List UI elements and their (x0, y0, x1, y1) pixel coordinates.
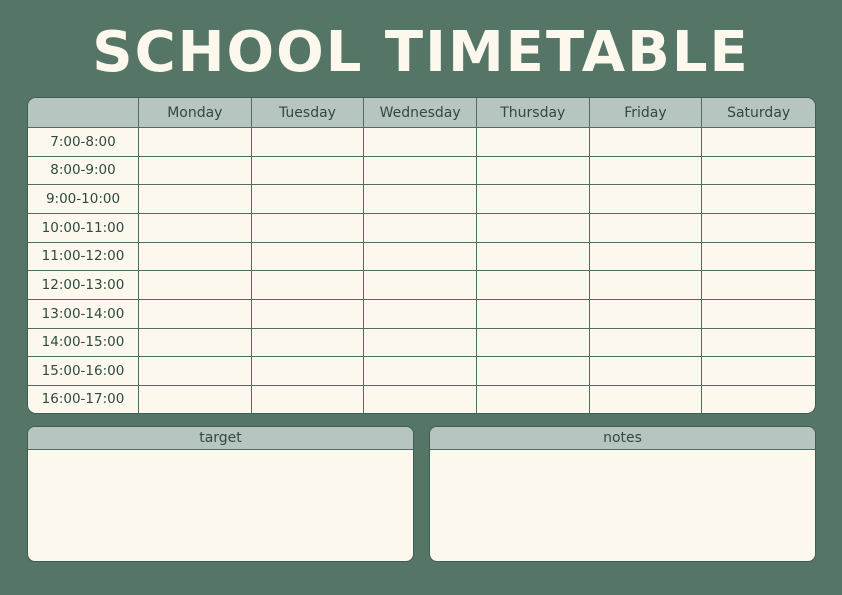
cell-thursday[interactable] (476, 271, 590, 300)
cell-tuesday[interactable] (251, 357, 365, 386)
cell-wednesday[interactable] (364, 328, 477, 358)
cell-wednesday[interactable] (364, 128, 477, 157)
table-row: 15:00-16:00 (28, 357, 815, 386)
time-slot: 13:00-14:00 (28, 299, 139, 329)
table-row: 9:00-10:00 (28, 185, 815, 214)
time-slot: 14:00-15:00 (28, 328, 139, 358)
cell-tuesday[interactable] (251, 271, 365, 300)
cell-monday[interactable] (139, 242, 252, 272)
time-slot: 15:00-16:00 (28, 357, 139, 386)
cell-tuesday[interactable] (251, 156, 365, 186)
page-title: SCHOOL TIMETABLE (92, 20, 750, 85)
day-header-monday: Monday (139, 98, 252, 128)
table-row: 16:00-17:00 (28, 385, 815, 413)
cell-saturday[interactable] (702, 300, 815, 329)
cell-thursday[interactable] (476, 299, 590, 329)
cell-monday[interactable] (139, 185, 252, 214)
cell-wednesday[interactable] (364, 357, 477, 386)
notes-panel: notes (429, 426, 816, 562)
cell-monday[interactable] (139, 328, 252, 358)
table-row: 10:00-11:00 (28, 213, 815, 243)
time-slot: 7:00-8:00 (28, 128, 139, 157)
cell-tuesday[interactable] (251, 328, 365, 358)
notes-header: notes (430, 427, 815, 450)
cell-thursday[interactable] (476, 357, 590, 386)
cell-tuesday[interactable] (251, 185, 365, 214)
cell-friday[interactable] (589, 299, 703, 329)
table-row: 14:00-15:00 (28, 328, 815, 358)
cell-saturday[interactable] (702, 329, 815, 358)
cell-monday[interactable] (139, 156, 252, 186)
cell-wednesday[interactable] (364, 185, 477, 214)
day-header-tuesday: Tuesday (251, 98, 365, 128)
cell-monday[interactable] (139, 213, 252, 243)
cell-thursday[interactable] (476, 328, 590, 358)
header-row: Monday Tuesday Wednesday Thursday Friday Satu… (28, 98, 815, 128)
time-slot: 12:00-13:00 (28, 271, 139, 300)
table-row: 11:00-12:00 (28, 242, 815, 272)
cell-wednesday[interactable] (364, 213, 477, 243)
day-header-thursday: Thursday (476, 98, 590, 128)
cell-wednesday[interactable] (364, 299, 477, 329)
cell-saturday[interactable] (702, 386, 815, 413)
cell-tuesday[interactable] (251, 213, 365, 243)
cell-monday[interactable] (139, 271, 252, 300)
day-header-saturday: Saturday (702, 98, 815, 128)
cell-monday[interactable] (139, 299, 252, 329)
time-slot: 9:00-10:00 (28, 185, 139, 214)
cell-thursday[interactable] (476, 242, 590, 272)
time-slot: 10:00-11:00 (28, 213, 139, 243)
cell-saturday[interactable] (702, 271, 815, 300)
cell-saturday[interactable] (702, 243, 815, 272)
cell-friday[interactable] (589, 357, 703, 386)
cell-wednesday[interactable] (364, 242, 477, 272)
cell-saturday[interactable] (702, 214, 815, 243)
cell-thursday[interactable] (476, 185, 590, 214)
cell-wednesday[interactable] (364, 385, 477, 413)
cell-friday[interactable] (589, 156, 703, 186)
cell-friday[interactable] (589, 185, 703, 214)
cell-friday[interactable] (589, 328, 703, 358)
cell-friday[interactable] (589, 213, 703, 243)
cell-tuesday[interactable] (251, 128, 365, 157)
cell-friday[interactable] (589, 128, 703, 157)
cell-tuesday[interactable] (252, 385, 365, 413)
day-header-wednesday: Wednesday (364, 98, 477, 128)
cell-saturday[interactable] (702, 185, 815, 214)
cell-saturday[interactable] (702, 357, 815, 386)
cell-thursday[interactable] (476, 128, 590, 157)
table-row: 7:00-8:00 (28, 128, 815, 157)
cell-thursday[interactable] (476, 156, 590, 186)
cell-saturday[interactable] (702, 157, 815, 186)
cell-tuesday[interactable] (251, 299, 365, 329)
cell-monday[interactable] (139, 357, 252, 386)
cell-friday[interactable] (589, 242, 703, 272)
cell-wednesday[interactable] (364, 271, 477, 300)
target-area[interactable] (28, 450, 413, 560)
target-header: target (28, 427, 413, 450)
cell-wednesday[interactable] (364, 156, 477, 186)
corner-cell (28, 98, 139, 128)
cell-saturday[interactable] (702, 128, 815, 157)
table-row: 12:00-13:00 (28, 271, 815, 300)
time-slot: 16:00-17:00 (28, 385, 139, 413)
notes-area[interactable] (430, 450, 815, 560)
cell-thursday[interactable] (476, 213, 590, 243)
table-row: 13:00-14:00 (28, 299, 815, 329)
cell-thursday[interactable] (477, 385, 590, 413)
time-slot: 11:00-12:00 (28, 242, 139, 272)
timetable-grid: Monday Tuesday Wednesday Thursday Friday Satu… (27, 97, 816, 414)
target-panel: target (27, 426, 414, 562)
cell-tuesday[interactable] (251, 242, 365, 272)
table-row: 8:00-9:00 (28, 156, 815, 186)
time-slot: 8:00-9:00 (28, 156, 139, 186)
day-header-friday: Friday (589, 98, 703, 128)
cell-friday[interactable] (590, 385, 703, 413)
cell-friday[interactable] (589, 271, 703, 300)
cell-monday[interactable] (139, 385, 252, 413)
cell-monday[interactable] (139, 128, 252, 157)
